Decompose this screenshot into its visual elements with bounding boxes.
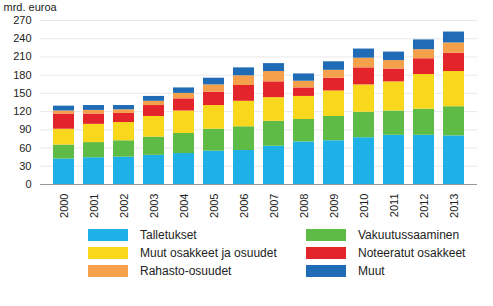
html-text:Noteeratut osakkeet: Noteeratut osakkeet xyxy=(358,246,466,260)
svg-text:210: 210 xyxy=(13,50,31,62)
svg-text:2012: 2012 xyxy=(418,194,430,218)
svg-text:2006: 2006 xyxy=(238,194,250,218)
svg-text:2002: 2002 xyxy=(118,194,130,218)
svg-text:2008: 2008 xyxy=(298,194,310,218)
svg-text:270: 270 xyxy=(13,14,31,26)
svg-text:30: 30 xyxy=(19,160,31,172)
svg-text:150: 150 xyxy=(13,87,31,99)
svg-text:60: 60 xyxy=(19,142,31,154)
svg-text:120: 120 xyxy=(13,105,31,117)
svg-text:2007: 2007 xyxy=(268,194,280,218)
html-text:Muut osakkeet ja osuudet: Muut osakkeet ja osuudet xyxy=(140,246,277,260)
svg-text:180: 180 xyxy=(13,69,31,81)
html-text:Talletukset: Talletukset xyxy=(140,228,197,242)
svg-text:240: 240 xyxy=(13,32,31,44)
svg-text:2001: 2001 xyxy=(88,194,100,218)
svg-text:2005: 2005 xyxy=(208,194,220,218)
svg-text:mrd. euroa: mrd. euroa xyxy=(4,1,58,13)
html-text:Rahasto-osuudet: Rahasto-osuudet xyxy=(140,264,232,278)
svg-text:2010: 2010 xyxy=(358,194,370,218)
html-text:Muut: Muut xyxy=(358,264,385,278)
svg-text:0: 0 xyxy=(25,178,31,190)
svg-text:90: 90 xyxy=(19,123,31,135)
svg-text:2009: 2009 xyxy=(328,194,340,218)
svg-text:2003: 2003 xyxy=(148,194,160,218)
svg-text:2004: 2004 xyxy=(178,194,190,218)
html-text:Vakuutussaaminen: Vakuutussaaminen xyxy=(358,228,460,242)
svg-text:2011: 2011 xyxy=(388,194,400,218)
svg-text:2013: 2013 xyxy=(448,194,460,218)
svg-text:2000: 2000 xyxy=(58,194,70,218)
